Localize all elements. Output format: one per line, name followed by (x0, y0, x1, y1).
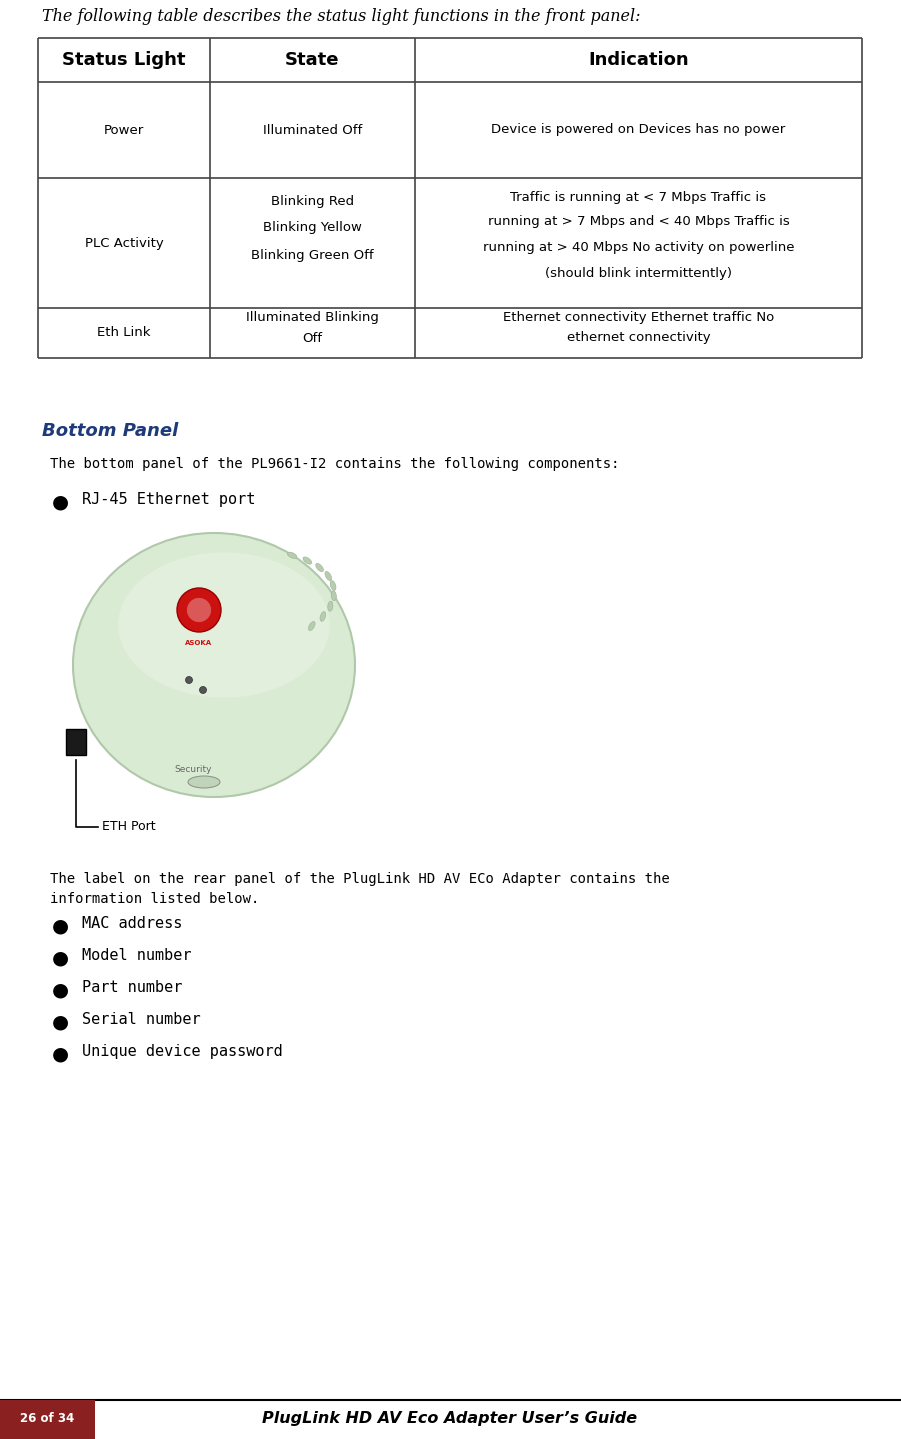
Circle shape (187, 597, 211, 622)
Ellipse shape (308, 622, 315, 630)
Text: PlugLink HD AV Eco Adapter User’s Guide: PlugLink HD AV Eco Adapter User’s Guide (262, 1412, 638, 1426)
Text: The following table describes the status light functions in the front panel:: The following table describes the status… (42, 9, 641, 24)
Text: ethernet connectivity: ethernet connectivity (567, 331, 710, 344)
Text: ●: ● (52, 917, 69, 935)
Text: Model number: Model number (82, 948, 192, 963)
Text: Device is powered on Devices has no power: Device is powered on Devices has no powe… (491, 124, 786, 137)
Text: running at > 7 Mbps and < 40 Mbps Traffic is: running at > 7 Mbps and < 40 Mbps Traffi… (487, 216, 789, 229)
Ellipse shape (188, 776, 220, 789)
Circle shape (186, 676, 193, 684)
Ellipse shape (320, 612, 326, 622)
Text: Indication: Indication (588, 50, 688, 69)
FancyBboxPatch shape (66, 730, 86, 755)
Text: Status Light: Status Light (62, 50, 186, 69)
Text: Power: Power (104, 124, 144, 137)
Ellipse shape (328, 602, 332, 612)
Text: Eth Link: Eth Link (97, 327, 150, 340)
Text: State: State (286, 50, 340, 69)
Ellipse shape (331, 581, 336, 590)
Text: ●: ● (52, 980, 69, 999)
Text: Ethernet connectivity Ethernet traffic No: Ethernet connectivity Ethernet traffic N… (503, 311, 774, 325)
Text: Unique device password: Unique device password (82, 1045, 283, 1059)
Text: ●: ● (52, 1045, 69, 1063)
Text: 26 of 34: 26 of 34 (20, 1413, 74, 1426)
Text: Illuminated Off: Illuminated Off (263, 124, 362, 137)
Ellipse shape (315, 564, 323, 571)
Text: ●: ● (52, 1012, 69, 1030)
Bar (0, 1400, 95, 1439)
Text: Illuminated Blinking: Illuminated Blinking (246, 311, 379, 325)
Text: Blinking Green Off: Blinking Green Off (251, 249, 374, 262)
Text: RJ-45 Ethernet port: RJ-45 Ethernet port (82, 492, 255, 507)
Text: ASOKA: ASOKA (186, 640, 213, 646)
Text: ●: ● (52, 492, 69, 511)
Text: Blinking Yellow: Blinking Yellow (263, 222, 362, 235)
Text: information listed below.: information listed below. (50, 892, 259, 907)
Text: ●: ● (52, 948, 69, 967)
Text: Off: Off (303, 331, 323, 344)
Text: ETH Port: ETH Port (102, 820, 156, 833)
Text: PLC Activity: PLC Activity (85, 236, 163, 249)
Text: Blinking Red: Blinking Red (271, 196, 354, 209)
Text: Part number: Part number (82, 980, 182, 994)
Text: Security: Security (174, 764, 212, 774)
Text: The label on the rear panel of the PlugLink HD AV ECo Adapter contains the: The label on the rear panel of the PlugL… (50, 872, 669, 886)
Text: Bottom Panel: Bottom Panel (42, 422, 178, 440)
Ellipse shape (118, 553, 330, 698)
Ellipse shape (303, 557, 312, 564)
Text: The bottom panel of the PL9661-I2 contains the following components:: The bottom panel of the PL9661-I2 contai… (50, 458, 620, 471)
Text: MAC address: MAC address (82, 917, 182, 931)
Circle shape (177, 589, 221, 632)
Text: Serial number: Serial number (82, 1012, 201, 1027)
Text: Traffic is running at < 7 Mbps Traffic is: Traffic is running at < 7 Mbps Traffic i… (511, 191, 767, 204)
Ellipse shape (73, 532, 355, 797)
Ellipse shape (332, 591, 336, 600)
Circle shape (199, 686, 206, 694)
Ellipse shape (287, 553, 296, 558)
Text: (should blink intermittently): (should blink intermittently) (545, 268, 732, 281)
Ellipse shape (325, 571, 332, 580)
Text: running at > 40 Mbps No activity on powerline: running at > 40 Mbps No activity on powe… (483, 242, 795, 255)
